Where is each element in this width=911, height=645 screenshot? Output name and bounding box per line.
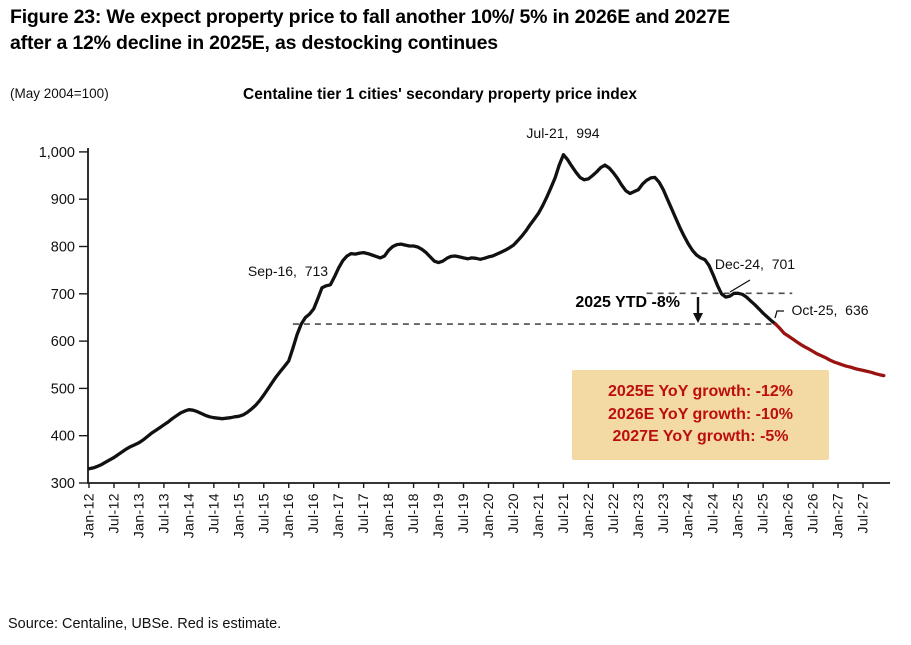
index-base-note: (May 2004=100) (10, 86, 109, 101)
estimate-growth-box: 2025E YoY growth: -12% 2026E YoY growth:… (572, 370, 829, 460)
x-tick-label: Jul-14 (205, 493, 221, 534)
x-tick-label: Jul-13 (155, 493, 171, 534)
x-tick-label: Jan-14 (180, 493, 196, 538)
y-tick-label: 900 (51, 192, 75, 208)
x-tick-label: Jul-25 (755, 493, 771, 534)
y-tick-label: 800 (51, 240, 75, 256)
x-tick-label: Jan-26 (780, 493, 796, 538)
chart-title: Centaline tier 1 cities' secondary prope… (243, 86, 637, 103)
y-tick-label: 700 (51, 287, 75, 303)
x-tick-label: Jan-12 (81, 493, 97, 538)
x-tick-label: Jul-18 (405, 493, 421, 534)
x-tick-label: Jul-16 (305, 493, 321, 534)
x-tick-label: Jan-22 (580, 493, 596, 538)
x-tick-label: Jan-20 (480, 493, 496, 538)
figure-title: Figure 23: We expect property price to f… (10, 4, 908, 56)
peak-annotation: Jul-21, 994 (526, 125, 600, 141)
ytd-decline-annotation: 2025 YTD -8% (575, 294, 680, 311)
x-tick-label: Jul-12 (105, 493, 121, 534)
source-note: Source: Centaline, UBSe. Red is estimate… (8, 616, 282, 632)
historical-series-line (87, 153, 778, 471)
x-tick-label: Jul-19 (455, 493, 471, 534)
x-tick-label: Jan-27 (830, 493, 846, 538)
x-tick-label: Jul-22 (605, 493, 621, 534)
estimate-series-line (773, 322, 886, 378)
sep16-annotation: Sep-16, 713 (247, 263, 329, 279)
x-tick-label: Jan-25 (730, 493, 746, 538)
x-tick-label: Jan-23 (630, 493, 646, 538)
dec24-annotation: Dec-24, 701 (714, 256, 796, 272)
y-tick-label: 300 (51, 476, 75, 492)
figure-title-line2: after a 12% decline in 2025E, as destock… (10, 32, 498, 54)
y-tick-label: 500 (51, 381, 75, 397)
x-tick-label: Jan-16 (280, 493, 296, 538)
x-tick-label: Jul-15 (255, 493, 271, 534)
estimate-line-2027: 2027E YoY growth: -5% (612, 428, 789, 446)
y-tick-label: 1,000 (39, 145, 75, 161)
x-tick-label: Jul-27 (855, 493, 871, 534)
y-tick-label: 400 (51, 429, 75, 445)
down-arrow-head-icon (693, 313, 703, 323)
x-tick-label: Jul-17 (355, 493, 371, 534)
dec24-leader-line (729, 279, 751, 293)
x-tick-label: Jul-24 (705, 493, 721, 534)
x-tick-label: Jan-24 (680, 493, 696, 538)
x-tick-label: Jul-21 (555, 493, 571, 534)
x-tick-label: Jan-19 (430, 493, 446, 538)
x-tick-label: Jan-13 (130, 493, 146, 538)
x-tick-label: Jan-15 (230, 493, 246, 538)
estimate-line-2025: 2025E YoY growth: -12% (608, 383, 793, 401)
y-tick-label: 600 (51, 334, 75, 350)
x-tick-label: Jul-23 (655, 493, 671, 534)
estimate-line-2026: 2026E YoY growth: -10% (608, 405, 793, 423)
x-tick-label: Jan-17 (330, 493, 346, 538)
figure-title-line1: Figure 23: We expect property price to f… (10, 6, 730, 28)
x-tick-label: Jul-26 (805, 493, 821, 534)
x-tick-label: Jan-18 (380, 493, 396, 538)
oct25-leader-line (774, 310, 784, 319)
oct25-annotation: Oct-25, 636 (791, 302, 869, 318)
x-tick-label: Jan-21 (530, 493, 546, 538)
x-tick-label: Jul-20 (505, 493, 521, 534)
